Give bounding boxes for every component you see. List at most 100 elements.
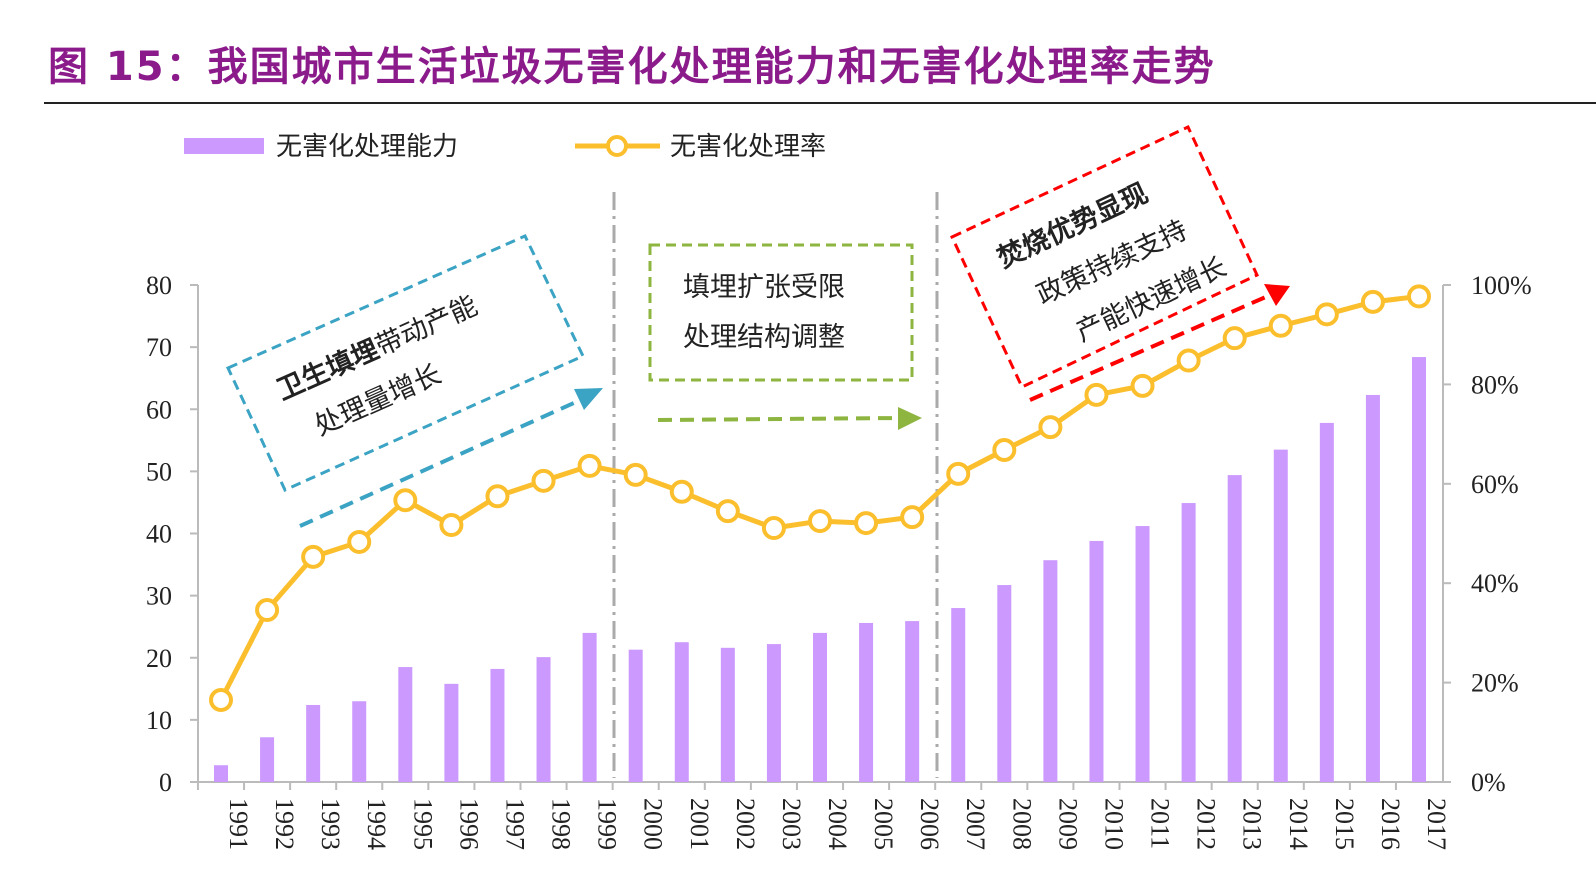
- bar: [859, 622, 874, 782]
- legend-line-marker: [606, 135, 628, 157]
- right-tick-label: 40%: [1471, 569, 1519, 598]
- bar: [1181, 503, 1196, 782]
- annotation-arrow-landfill: [299, 396, 586, 528]
- rate-marker: [1176, 348, 1201, 373]
- left-tick-label: 40: [146, 520, 172, 549]
- annotation-box-adjust: [648, 243, 914, 382]
- annotation-box-landfill: [225, 234, 586, 492]
- rate-marker: [1314, 302, 1339, 327]
- annotation-arrowhead-incineration: [1264, 284, 1290, 306]
- legend-line-label: 无害化处理率: [670, 132, 826, 162]
- x-tick-label: 1991: [224, 798, 253, 850]
- annotation-arrowhead-adjust: [898, 407, 922, 430]
- annotation-adjust-line2: 处理结构调整: [683, 322, 845, 353]
- x-tick-label: 2004: [823, 798, 852, 850]
- rate-marker: [900, 505, 925, 530]
- bar: [951, 608, 966, 782]
- bar: [628, 649, 643, 782]
- bar: [813, 632, 827, 782]
- x-tick-label: 2017: [1422, 798, 1451, 850]
- rate-marker: [1360, 289, 1385, 314]
- bar: [398, 667, 413, 782]
- bar: [1273, 449, 1288, 782]
- x-tick-label: 1998: [547, 798, 576, 850]
- x-tick-label: 2011: [1146, 798, 1175, 849]
- x-tick-label: 2006: [915, 798, 944, 850]
- bar: [1365, 394, 1380, 782]
- annotation-adjust-line1: 填埋扩张受限: [683, 272, 845, 303]
- rate-marker: [1222, 326, 1247, 351]
- rate-marker: [992, 438, 1017, 463]
- chart-title: 图 15：我国城市生活垃圾无害化处理能力和无害化处理率走势: [48, 44, 1216, 90]
- left-tick-label: 80: [146, 271, 172, 300]
- x-tick-label: 2015: [1330, 798, 1359, 850]
- x-tick-label: 1997: [500, 798, 529, 850]
- x-tick-label: 2013: [1238, 798, 1267, 850]
- annotation-box-incineration: [950, 125, 1259, 390]
- rate-marker: [1038, 415, 1063, 440]
- legend-bar-label: 无害化处理能力: [276, 132, 458, 162]
- x-tick-label: 2003: [777, 798, 806, 850]
- bar: [260, 737, 275, 782]
- bar: [444, 683, 459, 782]
- x-tick-label: 2000: [639, 798, 668, 850]
- left-tick-label: 70: [146, 333, 172, 362]
- left-tick-label: 20: [146, 644, 172, 673]
- x-tick-label: 2005: [869, 798, 898, 850]
- x-tick-label: 2010: [1099, 798, 1128, 850]
- right-tick-label: 60%: [1471, 470, 1519, 499]
- left-tick-label: 10: [146, 706, 172, 735]
- right-tick-label: 20%: [1471, 669, 1519, 698]
- rate-marker: [1407, 284, 1431, 309]
- rate-marker: [1268, 313, 1293, 338]
- bar: [490, 668, 505, 782]
- title-divider: [44, 102, 1596, 104]
- rate-marker: [808, 509, 832, 534]
- rate-marker: [393, 488, 418, 513]
- annotation-arrowhead-landfill: [574, 388, 603, 410]
- x-tick-label: 1999: [593, 798, 622, 850]
- rate-marker: [1084, 382, 1109, 407]
- left-tick-label: 30: [146, 582, 172, 611]
- rate-marker: [347, 529, 372, 554]
- rate-marker: [255, 598, 280, 623]
- bar: [1227, 475, 1242, 782]
- rate-marker: [854, 511, 879, 536]
- rate-marker: [669, 479, 694, 504]
- annotation-arrow-adjust: [657, 416, 901, 422]
- rate-marker: [1130, 373, 1155, 398]
- x-tick-label: 1995: [408, 798, 437, 850]
- bar: [1043, 560, 1058, 782]
- rate-marker: [209, 687, 233, 712]
- rate-marker: [485, 484, 510, 509]
- rate-marker: [946, 461, 971, 486]
- x-tick-label: 2001: [685, 798, 714, 850]
- x-tick-label: 1992: [270, 798, 299, 850]
- x-tick-label: 1996: [454, 798, 483, 850]
- x-tick-label: 2002: [731, 798, 760, 850]
- rate-marker: [531, 468, 556, 493]
- x-tick-label: 1994: [362, 798, 391, 850]
- bar: [352, 701, 367, 782]
- rate-marker: [715, 499, 740, 524]
- left-tick-label: 60: [146, 395, 172, 424]
- legend-bar-swatch: [184, 138, 264, 154]
- bar: [1319, 422, 1334, 782]
- rate-marker: [761, 516, 786, 541]
- bar: [905, 621, 920, 782]
- x-tick-label: 2012: [1192, 798, 1221, 850]
- right-tick-label: 100%: [1471, 271, 1532, 300]
- rate-marker: [577, 453, 602, 478]
- x-tick-label: 2007: [961, 798, 990, 850]
- rate-marker: [301, 544, 326, 569]
- rate-marker: [439, 513, 464, 538]
- x-tick-label: 2016: [1376, 798, 1405, 850]
- bar: [214, 765, 228, 782]
- x-tick-label: 2014: [1284, 798, 1313, 850]
- x-tick-label: 2009: [1053, 798, 1082, 850]
- bar: [306, 704, 321, 782]
- bar: [766, 644, 781, 782]
- bar: [720, 647, 735, 782]
- rate-marker: [623, 462, 648, 487]
